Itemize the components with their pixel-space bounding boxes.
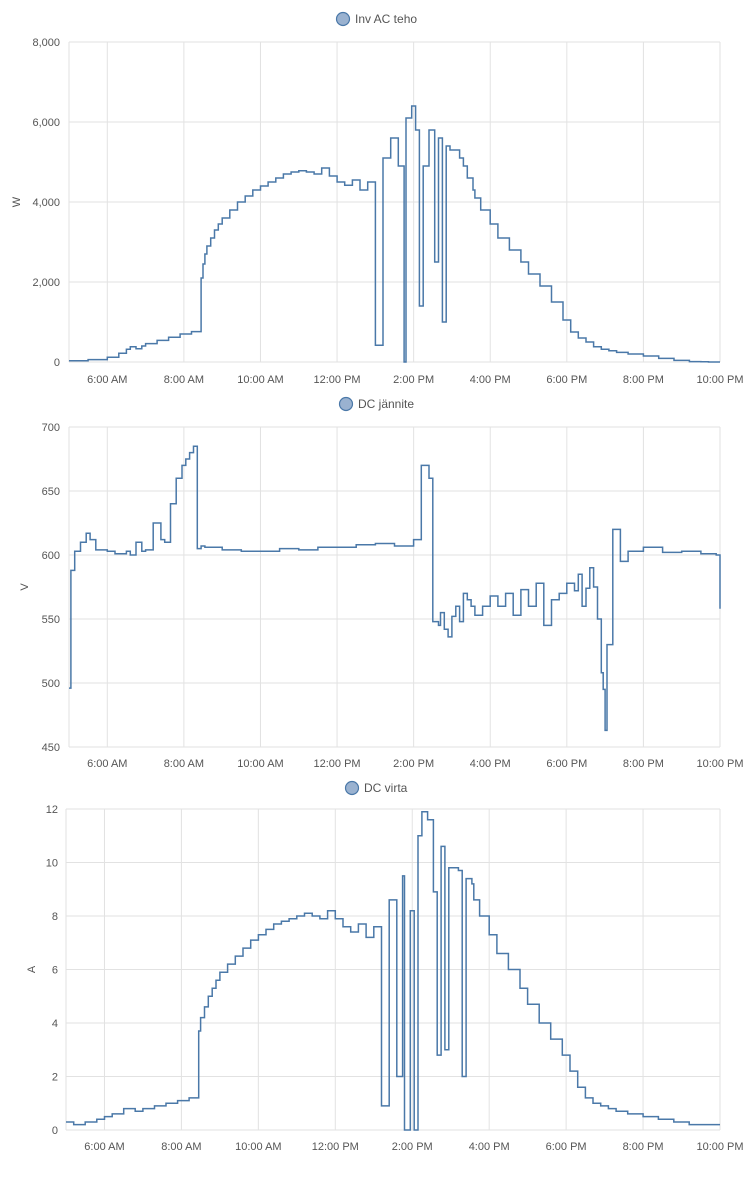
x-tick-label: 12:00 PM bbox=[312, 1141, 359, 1153]
y-tick-label: 600 bbox=[42, 550, 60, 562]
series-line bbox=[69, 105, 720, 363]
y-tick-label: 6 bbox=[52, 965, 58, 977]
x-tick-label: 2:00 PM bbox=[393, 374, 434, 386]
y-tick-label: 0 bbox=[52, 1125, 58, 1137]
x-tick-label: 8:00 AM bbox=[164, 374, 204, 386]
x-tick-label: 10:00 AM bbox=[235, 1141, 281, 1153]
x-tick-label: 6:00 PM bbox=[546, 374, 587, 386]
legend-marker bbox=[344, 780, 360, 796]
y-tick-label: 450 bbox=[42, 742, 60, 754]
x-tick-label: 8:00 AM bbox=[164, 758, 204, 770]
x-tick-label: 8:00 PM bbox=[623, 374, 664, 386]
x-tick-label: 4:00 PM bbox=[469, 1141, 510, 1153]
chart-panel-dc-voltage: 450 500 550 600 650 700 6:00 AM 8:00 AM 10:00 AM… bbox=[0, 395, 752, 780]
legend-marker bbox=[335, 11, 351, 27]
x-tick-label: 8:00 PM bbox=[623, 758, 664, 770]
y-tick-label: 12 bbox=[46, 804, 58, 816]
x-tick-label: 8:00 PM bbox=[623, 1141, 664, 1153]
y-tick-label: 550 bbox=[42, 614, 60, 626]
x-tick-label: 10:00 AM bbox=[237, 374, 283, 386]
y-tick-label: 10 bbox=[46, 858, 58, 870]
legend-label: Inv AC teho bbox=[355, 12, 417, 26]
chart-dc-current: 0 2 4 6 8 10 12 6:00 AM 8:00 AM 10:00 AM 12:00 PM 2… bbox=[26, 780, 744, 1153]
y-tick-label: 4 bbox=[52, 1018, 58, 1030]
y-tick-label: 650 bbox=[42, 486, 60, 498]
y-tick-label: 0 bbox=[54, 357, 60, 369]
x-tick-label: 6:00 AM bbox=[84, 1141, 124, 1153]
chart-dc-voltage: 450 500 550 600 650 700 6:00 AM 8:00 AM 10:00 AM… bbox=[19, 396, 744, 770]
legend-label: DC virta bbox=[364, 781, 408, 795]
y-axis-label: W bbox=[11, 196, 23, 207]
x-tick-label: 6:00 AM bbox=[87, 374, 127, 386]
y-tick-label: 8 bbox=[52, 911, 58, 923]
x-tick-label: 10:00 PM bbox=[696, 1141, 743, 1153]
legend-marker bbox=[338, 396, 354, 412]
x-tick-label: 8:00 AM bbox=[161, 1141, 201, 1153]
x-tick-label: 12:00 PM bbox=[314, 758, 361, 770]
y-tick-label: 500 bbox=[42, 678, 60, 690]
x-tick-label: 2:00 PM bbox=[393, 758, 434, 770]
chart-ac-power: 0 2,000 4,000 6,000 8,000 6:00 AM 8:00 AM 10:00… bbox=[11, 11, 744, 386]
legend-label: DC jännite bbox=[358, 397, 414, 411]
chart-panel-ac-power: 0 2,000 4,000 6,000 8,000 6:00 AM 8:00 AM 10:00… bbox=[0, 0, 752, 395]
chart-panel-dc-current: 0 2 4 6 8 10 12 6:00 AM 8:00 AM 10:00 AM 12:00 PM 2… bbox=[0, 780, 752, 1200]
legend-item[interactable]: Inv AC teho bbox=[335, 11, 418, 27]
x-tick-label: 4:00 PM bbox=[470, 374, 511, 386]
y-axis-label: A bbox=[26, 965, 38, 973]
x-tick-label: 6:00 AM bbox=[87, 758, 127, 770]
series-line bbox=[66, 810, 720, 1131]
series-line bbox=[69, 445, 721, 732]
y-tick-label: 700 bbox=[42, 422, 60, 434]
x-tick-label: 12:00 PM bbox=[314, 374, 361, 386]
x-tick-label: 2:00 PM bbox=[392, 1141, 433, 1153]
y-tick-label: 8,000 bbox=[32, 37, 60, 49]
y-axis-label: V bbox=[19, 583, 31, 591]
y-tick-label: 2 bbox=[52, 1072, 58, 1084]
y-tick-label: 4,000 bbox=[32, 197, 60, 209]
x-tick-label: 10:00 PM bbox=[696, 374, 743, 386]
legend-item[interactable]: DC virta bbox=[344, 780, 408, 796]
x-tick-label: 10:00 AM bbox=[237, 758, 283, 770]
y-tick-label: 2,000 bbox=[32, 277, 60, 289]
legend-item[interactable]: DC jännite bbox=[338, 396, 415, 412]
x-tick-label: 6:00 PM bbox=[546, 758, 587, 770]
y-tick-label: 6,000 bbox=[32, 117, 60, 129]
x-tick-label: 4:00 PM bbox=[470, 758, 511, 770]
x-tick-label: 10:00 PM bbox=[696, 758, 743, 770]
x-tick-label: 6:00 PM bbox=[546, 1141, 587, 1153]
